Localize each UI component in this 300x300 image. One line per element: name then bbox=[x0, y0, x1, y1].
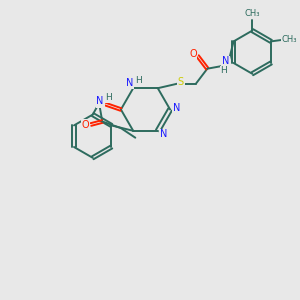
Text: H: H bbox=[135, 76, 142, 85]
Text: CH₃: CH₃ bbox=[281, 35, 297, 44]
Text: S: S bbox=[178, 77, 184, 87]
Text: O: O bbox=[82, 119, 90, 130]
Text: O: O bbox=[189, 49, 197, 59]
Text: CH₃: CH₃ bbox=[244, 9, 260, 18]
Text: N: N bbox=[126, 78, 133, 88]
Text: N: N bbox=[96, 95, 103, 106]
Text: O: O bbox=[97, 97, 105, 107]
Text: N: N bbox=[173, 103, 180, 113]
Text: H: H bbox=[220, 66, 227, 75]
Text: H: H bbox=[105, 93, 112, 102]
Text: N: N bbox=[222, 56, 229, 67]
Text: N: N bbox=[160, 129, 167, 140]
